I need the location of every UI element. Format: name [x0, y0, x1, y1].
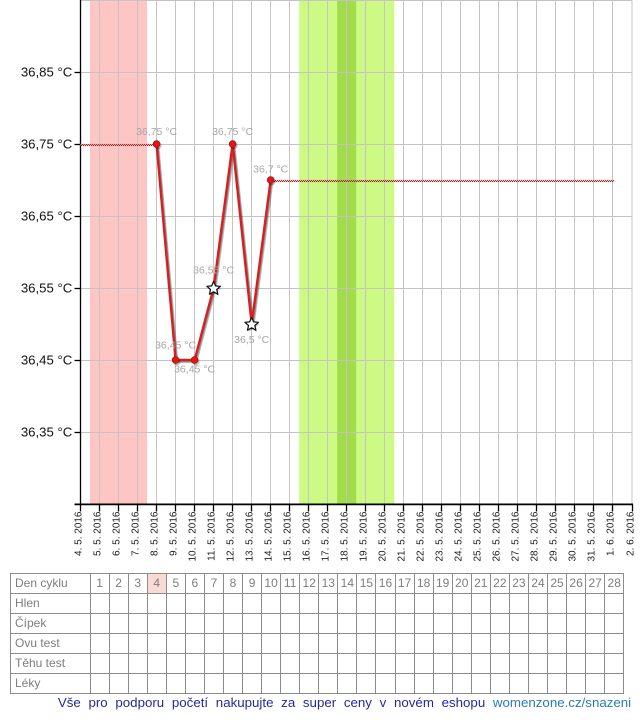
svg-text:36,45 °C: 36,45 °C: [174, 364, 215, 376]
svg-text:36,45 °C: 36,45 °C: [155, 340, 196, 352]
svg-text:36,75 °C: 36,75 °C: [136, 126, 177, 138]
svg-text:36,55 °C: 36,55 °C: [193, 265, 234, 277]
svg-text:17. 5. 2016: 17. 5. 2016: [321, 511, 332, 561]
svg-text:36,5 °C: 36,5 °C: [234, 334, 270, 346]
svg-text:2. 6. 2016: 2. 6. 2016: [626, 511, 637, 556]
svg-text:7. 5. 2016: 7. 5. 2016: [131, 511, 142, 556]
svg-text:22. 5. 2016: 22. 5. 2016: [416, 511, 427, 561]
svg-text:1. 6. 2016: 1. 6. 2016: [606, 511, 617, 556]
svg-text:16. 5. 2016: 16. 5. 2016: [302, 511, 313, 561]
svg-text:36,45 °C: 36,45 °C: [21, 353, 73, 368]
svg-text:6. 5. 2016: 6. 5. 2016: [112, 511, 123, 556]
svg-text:29. 5. 2016: 29. 5. 2016: [549, 511, 560, 561]
svg-text:36,75 °C: 36,75 °C: [21, 137, 73, 152]
svg-text:30. 5. 2016: 30. 5. 2016: [568, 511, 579, 561]
svg-text:25. 5. 2016: 25. 5. 2016: [473, 511, 484, 561]
svg-text:5. 5. 2016: 5. 5. 2016: [93, 511, 104, 556]
svg-text:8. 5. 2016: 8. 5. 2016: [150, 511, 161, 556]
svg-text:12. 5. 2016: 12. 5. 2016: [226, 511, 237, 561]
svg-text:9. 5. 2016: 9. 5. 2016: [169, 511, 180, 556]
svg-text:10. 5. 2016: 10. 5. 2016: [188, 511, 199, 561]
svg-text:19. 5. 2016: 19. 5. 2016: [359, 511, 370, 561]
svg-text:36,85 °C: 36,85 °C: [21, 65, 73, 80]
svg-text:36,35 °C: 36,35 °C: [21, 425, 73, 440]
svg-text:24. 5. 2016: 24. 5. 2016: [454, 511, 465, 561]
svg-text:27. 5. 2016: 27. 5. 2016: [511, 511, 522, 561]
svg-text:21. 5. 2016: 21. 5. 2016: [397, 511, 408, 561]
svg-text:36,75 °C: 36,75 °C: [212, 126, 253, 138]
svg-text:36,65 °C: 36,65 °C: [21, 209, 73, 224]
svg-text:23. 5. 2016: 23. 5. 2016: [435, 511, 446, 561]
svg-text:13. 5. 2016: 13. 5. 2016: [245, 511, 256, 561]
svg-text:4. 5. 2016: 4. 5. 2016: [74, 511, 85, 556]
svg-text:18. 5. 2016: 18. 5. 2016: [340, 511, 351, 561]
svg-text:31. 5. 2016: 31. 5. 2016: [587, 511, 598, 561]
svg-text:14. 5. 2016: 14. 5. 2016: [264, 511, 275, 561]
svg-text:28. 5. 2016: 28. 5. 2016: [530, 511, 541, 561]
svg-text:36,55 °C: 36,55 °C: [21, 281, 73, 296]
svg-text:36,7 °C: 36,7 °C: [253, 164, 289, 176]
svg-text:15. 5. 2016: 15. 5. 2016: [283, 511, 294, 561]
svg-text:11. 5. 2016: 11. 5. 2016: [207, 511, 218, 561]
svg-text:20. 5. 2016: 20. 5. 2016: [378, 511, 389, 561]
svg-text:26. 5. 2016: 26. 5. 2016: [492, 511, 503, 561]
